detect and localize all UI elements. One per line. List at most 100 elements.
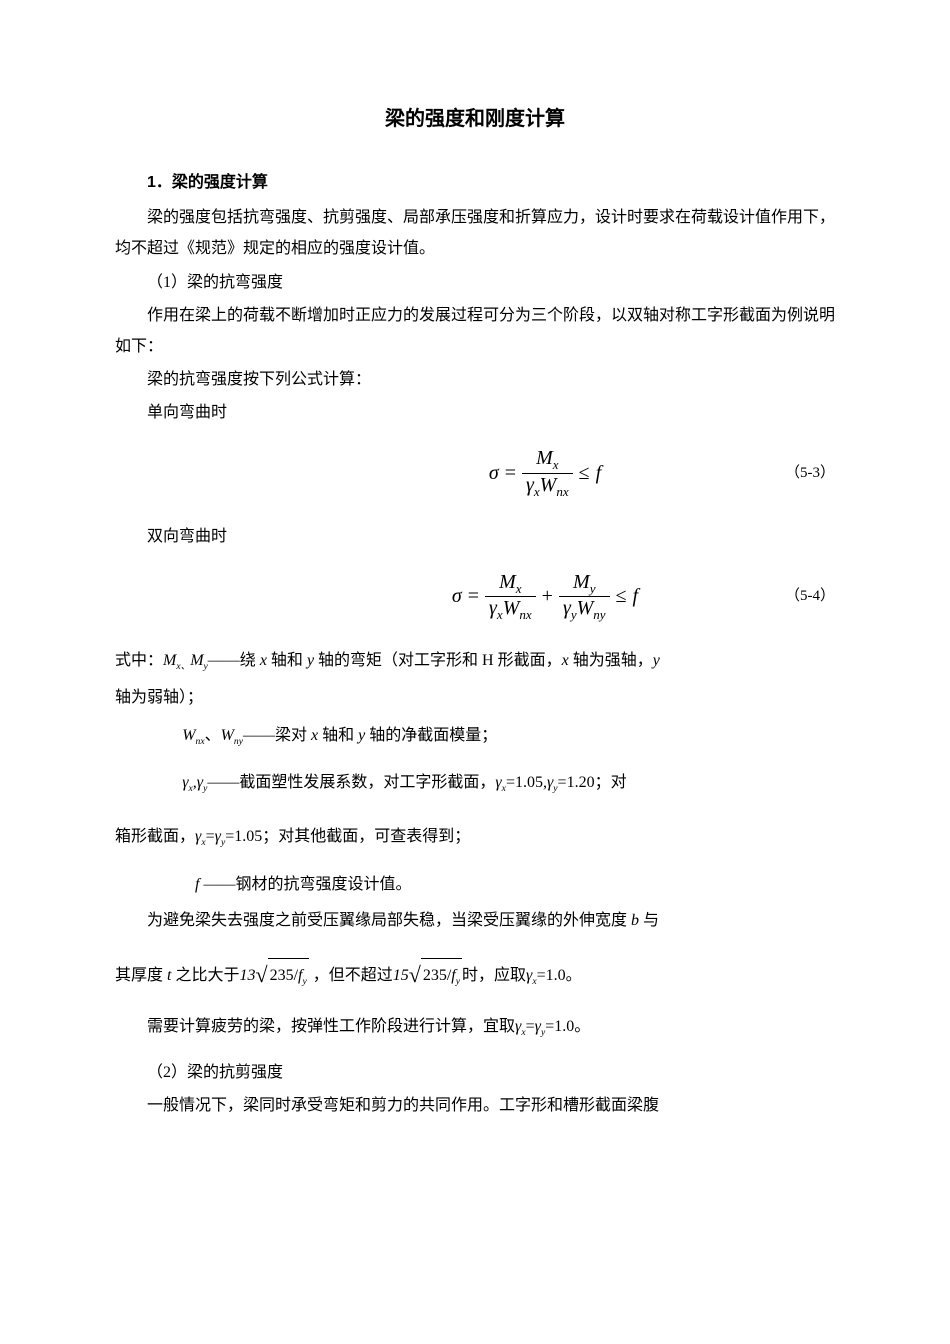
sigma-symbol: σ [489, 454, 499, 493]
page-title: 梁的强度和刚度计算 [115, 100, 835, 139]
section-number: 1． [147, 174, 172, 191]
def3-cont-a: 箱形截面， [115, 828, 195, 845]
sqrt-1: √235/fy [255, 950, 308, 996]
def3-eqsign: = [206, 828, 215, 845]
W-3: W [577, 597, 594, 619]
p6-a: 其厚度 [115, 967, 167, 984]
def3-eq3: =1.05 [225, 828, 262, 845]
section-heading-text: 梁的强度计算 [172, 174, 268, 191]
sub-nx: nx [556, 484, 568, 499]
def3-tail: ；对 [595, 774, 627, 791]
fraction-2: Mx γxWnx [485, 572, 536, 622]
plus-sign: + [542, 577, 553, 616]
def2-ny: ny [234, 736, 243, 747]
def3-text: ——截面塑性发展系数，对工字形截面， [207, 774, 495, 791]
fraction-3: My γyWny [559, 572, 610, 622]
p6-b: 之比大于 [171, 967, 239, 984]
def1-x: x [260, 652, 267, 669]
def1-My: M [190, 652, 203, 669]
def1-y: y [307, 652, 314, 669]
def-prefix: 式中： [115, 652, 163, 669]
sub-x-3: x [516, 581, 522, 596]
def1-x2: x [562, 652, 569, 669]
def2-t2: 轴和 [318, 727, 358, 744]
p7-b: 。 [574, 1018, 590, 1035]
def2-Wnx: W [182, 727, 195, 744]
equation-number-5-4: （5-4） [785, 582, 835, 611]
p7-eq: =1.0 [545, 1018, 574, 1035]
p5-b-var: b [631, 912, 639, 929]
def2-t1: ——梁对 [243, 727, 311, 744]
equals-sign: = [505, 454, 516, 493]
gamma-symbol: γ [526, 474, 534, 496]
M-symbol-2: M [499, 571, 516, 593]
paragraph-intro: 梁的强度包括抗弯强度、抗剪强度、局部承压强度和折算应力，设计时要求在荷载设计值作… [115, 202, 835, 264]
equation-number-5-3: （5-3） [785, 459, 835, 488]
p6-e: 。 [566, 967, 582, 984]
def1-tc: 轴的弯矩（对工字形和 H 形截面， [314, 652, 562, 669]
def3-cont-b: ；对其他截面，可查表得到； [262, 828, 470, 845]
le-sign: ≤ [579, 454, 590, 493]
def1-dash: —— [208, 652, 240, 669]
sqrt-2: √235/fy [409, 950, 462, 996]
p6-d: 时，应取 [462, 967, 526, 984]
sub-y-1: y [590, 581, 596, 596]
p5-b: 与 [639, 912, 659, 929]
definition-line-3: γx,γy——截面塑性发展系数，对工字形截面，γx=1.05,γy=1.20；对 [115, 766, 835, 800]
def2-nx: nx [196, 736, 205, 747]
W-symbol: W [540, 474, 557, 496]
paragraph-8: 一般情况下，梁同时承受弯矩和剪力的共同作用。工字形和槽形截面梁腹 [115, 1090, 835, 1121]
f-symbol: f [596, 454, 602, 493]
paragraph-1: 作用在梁上的荷载不断增加时正应力的发展过程可分为三个阶段，以双轴对称工字形截面为… [115, 300, 835, 362]
sigma-symbol-2: σ [452, 577, 462, 616]
sub-ny-1: ny [593, 607, 605, 622]
M-3: M [573, 571, 590, 593]
definition-line-1b: 轴为弱轴）； [115, 681, 835, 715]
definition-line-3b: 箱形截面，γx=γy=1.05；对其他截面，可查表得到； [115, 820, 835, 854]
def2-t3: 轴的净截面模量； [365, 727, 497, 744]
sqrt1-y: y [302, 977, 306, 988]
p7-a: 需要计算疲劳的梁，按弹性工作阶段进行计算，宜取 [147, 1018, 515, 1035]
definition-line-4: f ——钢材的抗弯强度设计值。 [115, 868, 835, 902]
M-symbol: M [536, 447, 553, 469]
equation-5-4-row: σ = Mx γxWnx + My γyWny ≤ f （5-4） [115, 568, 835, 626]
f-symbol-2: f [633, 577, 639, 616]
paragraph-4: 双向弯曲时 [115, 521, 835, 552]
paragraph-2: 梁的抗弯强度按下列公式计算： [115, 364, 835, 395]
def1-sub-x: x、 [176, 661, 190, 672]
p6-15: 15 [393, 967, 409, 984]
paragraph-5: 为避免梁失去强度之前受压翼缘局部失稳，当梁受压翼缘的外伸宽度 b 与 [115, 905, 835, 936]
p6-eq: =1.0 [537, 967, 566, 984]
p7-eqsign: = [526, 1018, 535, 1035]
subsection-1-label: （1）梁的抗弯强度 [115, 267, 835, 298]
def3-eq1: =1.05, [506, 774, 547, 791]
equation-5-3: σ = Mx γxWnx ≤ f [489, 448, 601, 498]
paragraph-3: 单向弯曲时 [115, 397, 835, 428]
def1-Mx: M [163, 652, 176, 669]
def3-eq2: =1.20 [558, 774, 595, 791]
gamma-2: γ [489, 597, 497, 619]
p6-c: ，但不超过 [309, 967, 393, 984]
sqrt2-y: y [456, 977, 460, 988]
def4-f: f [182, 876, 199, 893]
sub-x: x [553, 457, 559, 472]
sub-nx-2: nx [519, 607, 531, 622]
paragraph-6: 其厚度 t 之比大于13√235/fy ，但不超过15√235/fy时，应取γx… [115, 950, 835, 996]
equals-sign-2: = [468, 577, 479, 616]
def2-sep: 、 [205, 727, 221, 744]
def4-text: ——钢材的抗弯强度设计值。 [199, 876, 411, 893]
definition-line-1: 式中：Mx、My——绕 x 轴和 y 轴的弯矩（对工字形和 H 形截面，x 轴为… [115, 644, 835, 678]
le-sign-2: ≤ [616, 577, 627, 616]
p6-13: 13 [239, 967, 255, 984]
p5-a: 为避免梁失去强度之前受压翼缘局部失稳，当梁受压翼缘的外伸宽度 [147, 912, 631, 929]
W-2: W [503, 597, 520, 619]
equation-5-3-row: σ = Mx γxWnx ≤ f （5-3） [115, 445, 835, 503]
def1-tb: 轴和 [267, 652, 307, 669]
def1-ta: 绕 [240, 652, 260, 669]
gamma-3: γ [563, 597, 571, 619]
equation-5-4: σ = Mx γxWnx + My γyWny ≤ f [452, 572, 638, 622]
def1-td: 轴为强轴， [569, 652, 653, 669]
paragraph-7: 需要计算疲劳的梁，按弹性工作阶段进行计算，宜取γx=γy=1.0。 [115, 1011, 835, 1043]
fraction-1: Mx γxWnx [522, 448, 573, 498]
def2-Wny: W [221, 727, 234, 744]
